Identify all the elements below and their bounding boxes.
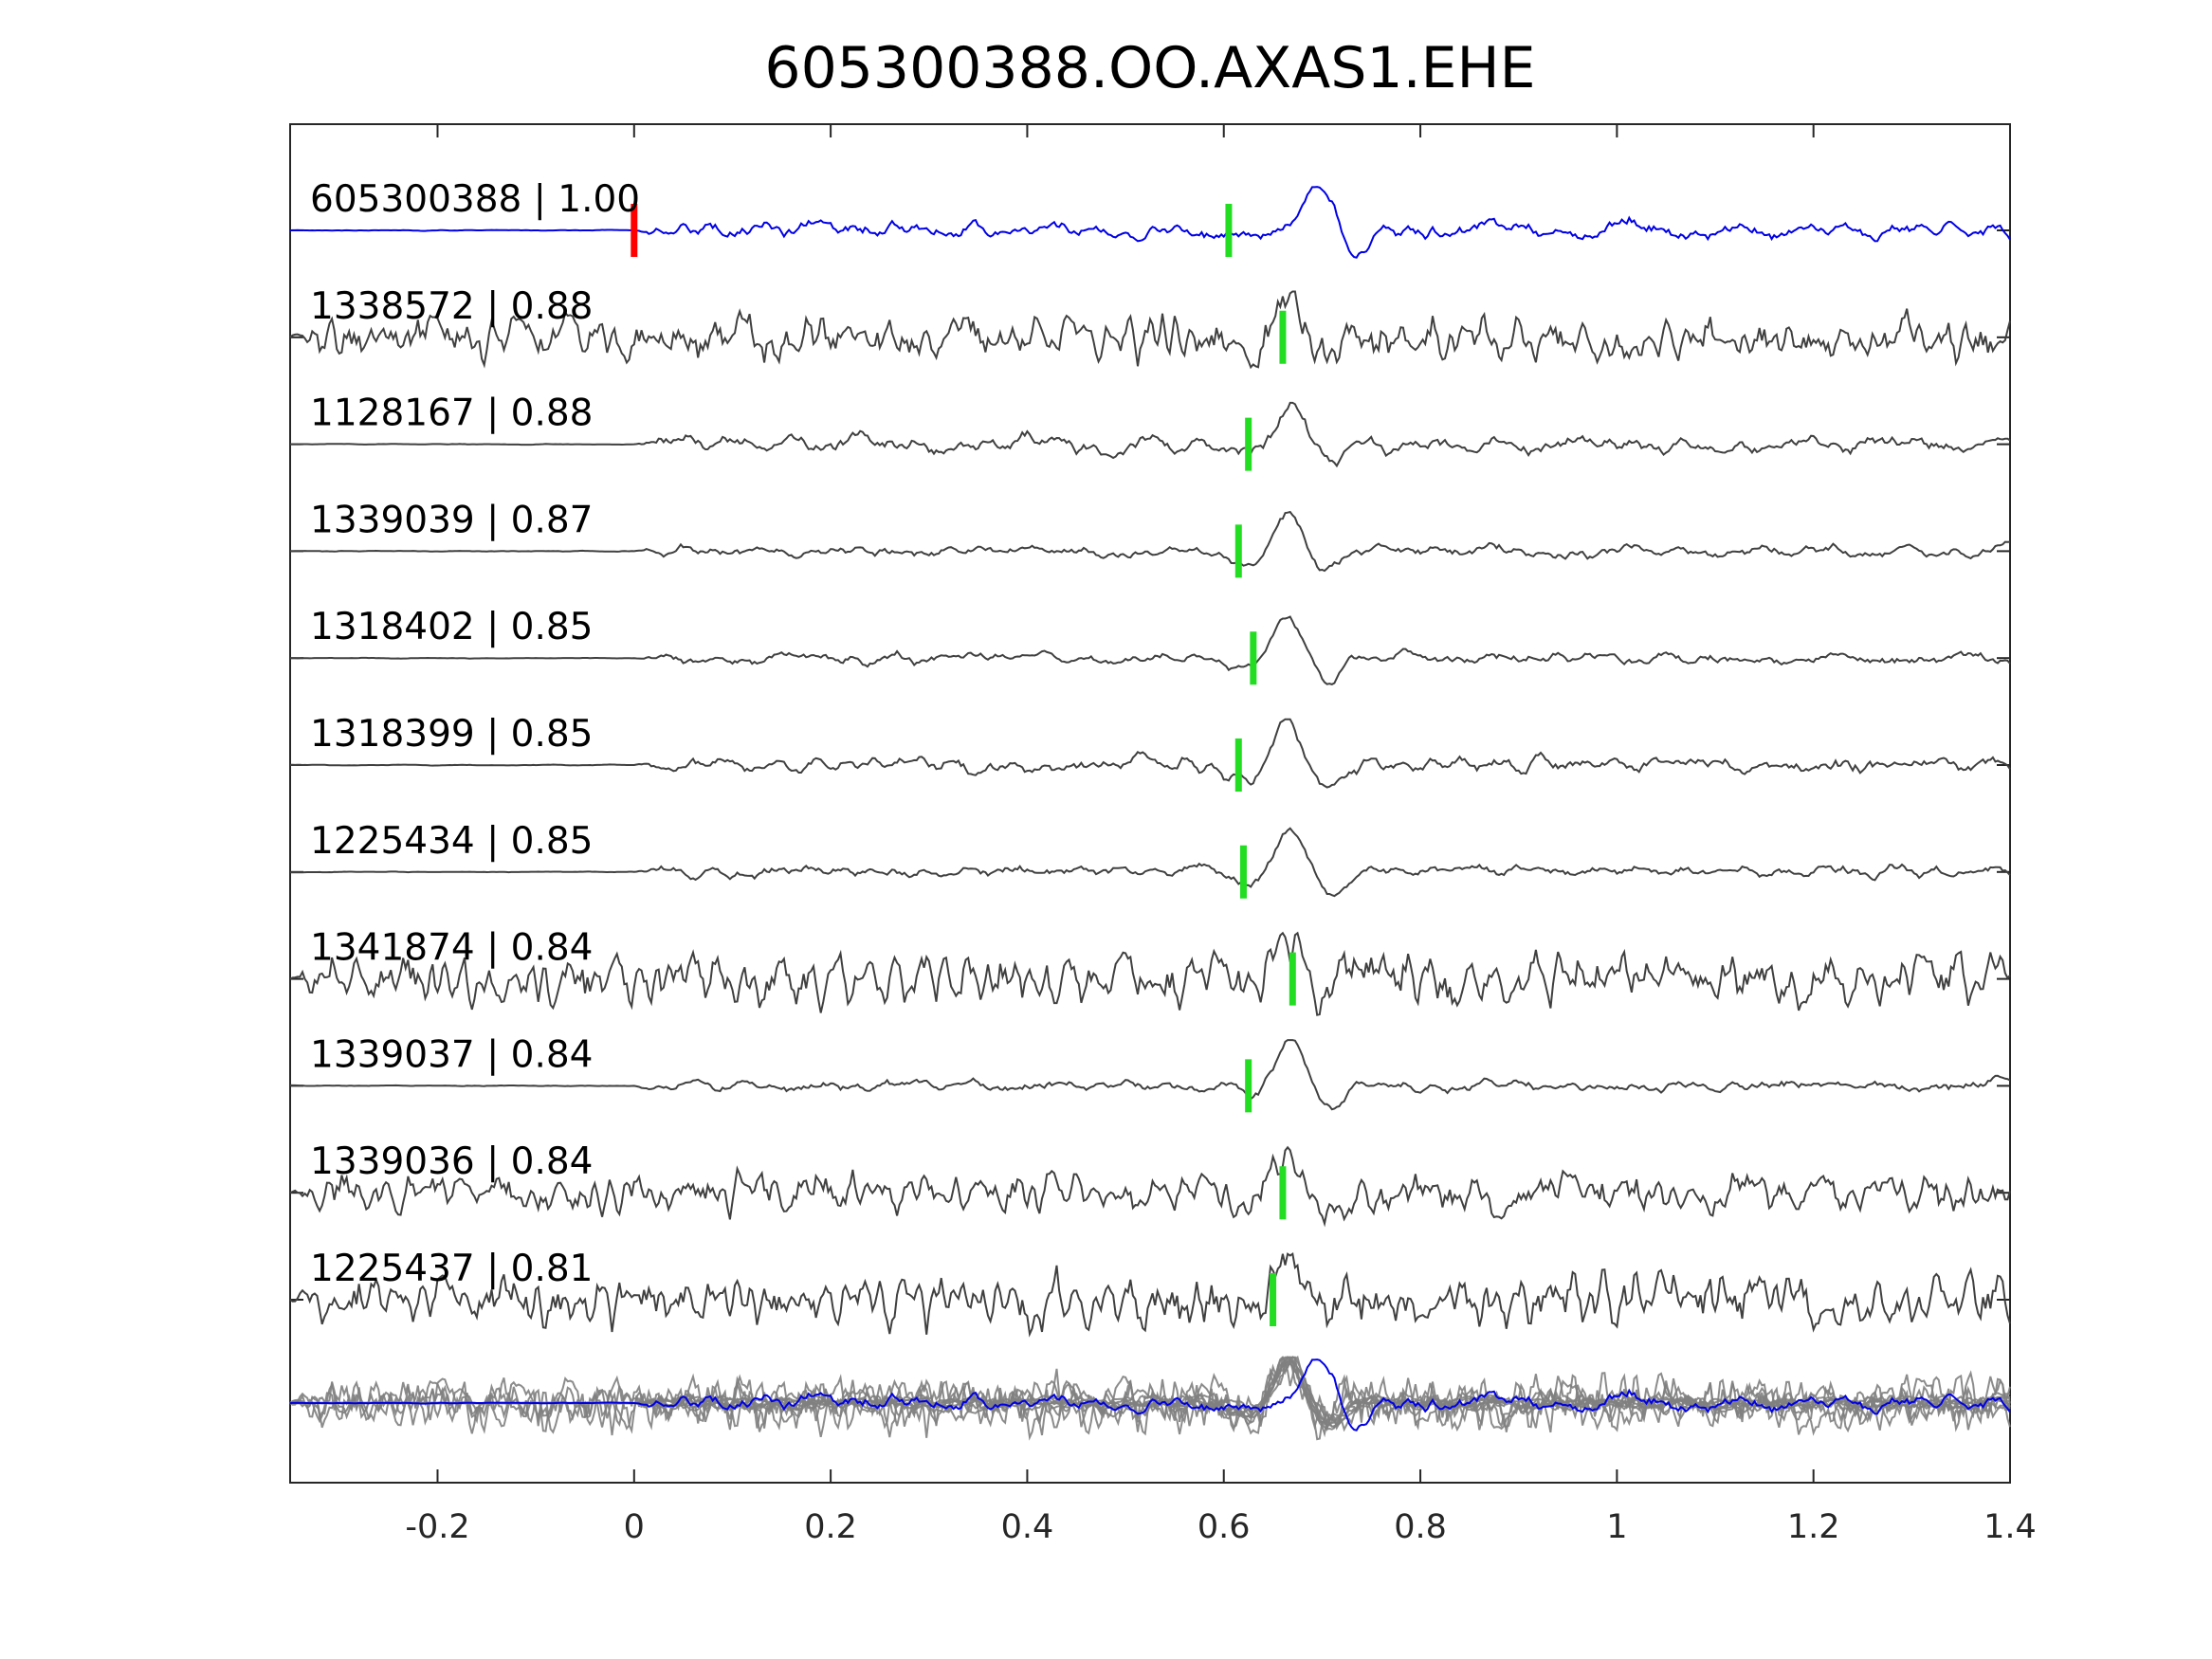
x-tick-label: 0.2 [804,1508,857,1546]
trace-line [289,1252,2011,1338]
trace-label: 605300388 | 1.00 [310,178,640,221]
trace-label: 1225434 | 0.85 [310,820,593,863]
x-tick-label: 0.6 [1197,1508,1251,1546]
trace-line [289,510,2011,573]
x-tick-label: 1 [1606,1508,1627,1546]
trace-line [289,931,2011,1016]
trace-line [289,1039,2011,1111]
trace-line [289,718,2011,789]
trace-label: 1338572 | 0.88 [310,285,593,328]
x-tick-label: 0 [624,1508,645,1546]
x-tick-label: 0.8 [1394,1508,1447,1546]
x-tick-label: 1.2 [1787,1508,1840,1546]
stacked-traces [289,1355,2011,1441]
trace-label: 1225437 | 0.81 [310,1248,593,1290]
trace-line [289,186,2011,259]
trace-label: 1128167 | 0.88 [310,392,593,435]
x-tick-label: 1.4 [1983,1508,2037,1546]
x-tick-label: 0.4 [1001,1508,1054,1546]
plot-frame [289,123,2011,1484]
stack-template-line [289,1358,2011,1431]
picks [631,204,1296,1326]
stack-trace-line [289,1356,2011,1441]
trace-labels: 605300388 | 1.00 1338572 | 0.88 1128167 | … [310,178,640,1290]
trace-line [289,827,2011,898]
trace-label: 1341874 | 0.84 [310,927,593,970]
chart-title: 605300388.OO.AXAS1.EHE [764,35,1535,101]
x-axis-ticks: -0.2 0 0.2 0.4 0.6 0.8 1 1.2 1.4 [405,124,2037,1546]
trace-line [289,1145,2011,1228]
traces [289,186,2011,1338]
trace-label: 1318402 | 0.85 [310,606,593,648]
trace-label: 1339039 | 0.87 [310,499,593,541]
trace-label: 1318399 | 0.85 [310,713,593,756]
trace-label: 1339037 | 0.84 [310,1033,593,1076]
trace-line [289,615,2011,685]
x-tick-label: -0.2 [405,1508,469,1546]
trace-line [289,290,2011,370]
trace-line [290,401,2011,468]
trace-label: 1339036 | 0.84 [310,1140,593,1183]
